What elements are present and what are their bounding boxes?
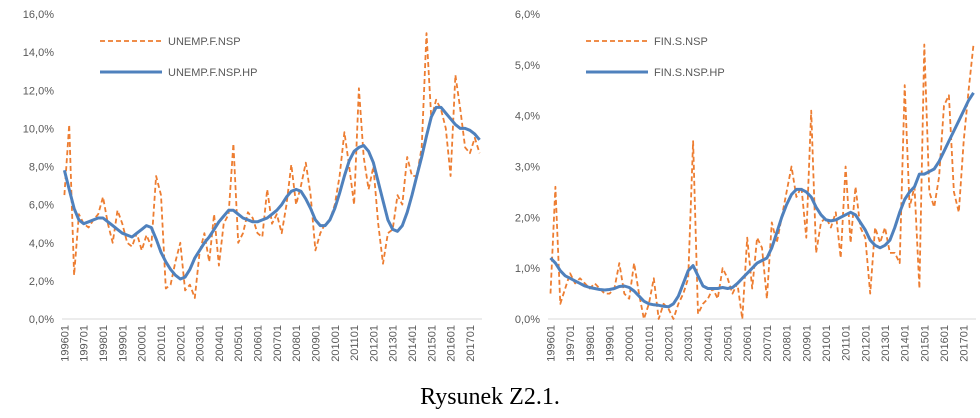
y-tick-label: 14,0%: [23, 47, 54, 59]
x-tick-label: 201201: [368, 325, 380, 362]
series-line: [63, 32, 481, 299]
y-tick-label: 0,0%: [29, 314, 54, 326]
y-tick-label: 4,0%: [515, 111, 540, 123]
x-tick-label: 201701: [959, 325, 971, 362]
x-tick-label: 199701: [565, 325, 577, 362]
x-tick-label: 201401: [900, 325, 912, 362]
x-tick-label: 200601: [253, 325, 265, 362]
y-tick-label: 6,0%: [29, 200, 54, 212]
x-tick-label: 200701: [762, 325, 774, 362]
y-tick-label: 2,0%: [515, 212, 540, 224]
legend-label: FIN.S.NSP.HP: [654, 67, 725, 79]
y-tick-label: 1,0%: [515, 263, 540, 275]
x-tick-label: 200801: [782, 325, 794, 362]
x-tick-label: 201601: [446, 325, 458, 362]
x-tick-label: 200301: [195, 325, 207, 362]
x-tick-label: 199601: [59, 325, 71, 362]
x-tick-label: 201001: [821, 325, 833, 362]
caption: Rysunek Z2.1.: [420, 384, 560, 410]
x-tick-label: 200201: [175, 325, 187, 362]
series-line: [62, 105, 481, 281]
y-tick-label: 12,0%: [23, 85, 54, 97]
y-tick-label: 16,0%: [23, 9, 54, 21]
x-tick-label: 200101: [644, 325, 656, 362]
y-tick-label: 10,0%: [23, 123, 54, 135]
series-line: [549, 91, 975, 309]
x-tick-label: 200901: [801, 325, 813, 362]
series-line: [549, 43, 975, 320]
x-tick-label: 201301: [388, 325, 400, 362]
x-tick-label: 200401: [703, 325, 715, 362]
x-tick-label: 200401: [214, 325, 226, 362]
y-tick-label: 3,0%: [515, 162, 540, 174]
x-tick-label: 201401: [407, 325, 419, 362]
x-tick-label: 200701: [272, 325, 284, 362]
x-tick-label: 201101: [841, 325, 853, 361]
y-tick-label: 8,0%: [29, 162, 54, 174]
y-tick-label: 4,0%: [29, 238, 54, 250]
x-tick-label: 201601: [939, 325, 951, 362]
x-tick-label: 199901: [604, 325, 616, 362]
legend-label: UNEMP.F.NSP: [168, 36, 241, 48]
x-tick-label: 200801: [291, 325, 303, 362]
x-tick-label: 200101: [156, 325, 168, 362]
x-tick-label: 200601: [742, 325, 754, 362]
x-tick-label: 200901: [310, 325, 322, 362]
x-tick-label: 199901: [117, 325, 129, 362]
x-tick-label: 201501: [426, 325, 438, 362]
x-tick-label: 200501: [723, 325, 735, 362]
y-tick-label: 5,0%: [515, 60, 540, 72]
x-tick-label: 201101: [349, 325, 361, 361]
x-tick-label: 201301: [880, 325, 892, 362]
x-tick-label: 201201: [860, 325, 872, 362]
x-tick-label: 200501: [233, 325, 245, 362]
y-tick-label: 0,0%: [515, 314, 540, 326]
x-tick-label: 200001: [137, 325, 149, 362]
x-tick-label: 199601: [545, 325, 557, 362]
legend-label: UNEMP.F.NSP.HP: [168, 67, 257, 79]
x-tick-label: 201501: [919, 325, 931, 362]
x-tick-label: 200301: [683, 325, 695, 362]
x-tick-label: 199801: [585, 325, 597, 362]
x-tick-label: 201001: [330, 325, 342, 362]
x-tick-label: 201701: [465, 325, 477, 362]
y-tick-label: 6,0%: [515, 9, 540, 21]
y-tick-label: 2,0%: [29, 276, 54, 288]
x-tick-label: 199701: [79, 325, 91, 362]
x-tick-label: 200201: [664, 325, 676, 362]
legend-label: FIN.S.NSP: [654, 36, 708, 48]
x-tick-label: 200001: [624, 325, 636, 362]
x-tick-label: 199801: [98, 325, 110, 362]
